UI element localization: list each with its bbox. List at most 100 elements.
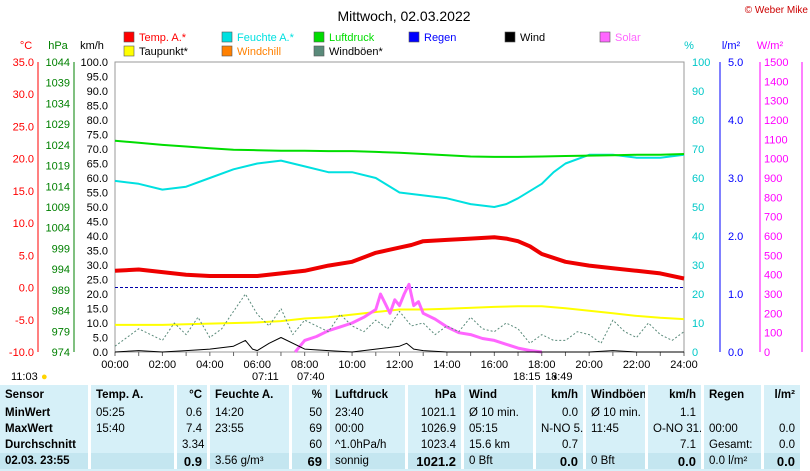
- tick-label-solar: 700: [764, 212, 782, 224]
- x-tick-label: 18:00: [528, 359, 556, 371]
- summary-cell: [761, 405, 800, 421]
- tick-label-solar: 600: [764, 231, 782, 243]
- summary-cell: 7.1: [645, 437, 701, 453]
- x-tick-label: 00:00: [101, 359, 129, 371]
- tick-label-hpa: 989: [52, 285, 70, 297]
- legend-swatch: [313, 45, 325, 57]
- tick-label-hpa: 1019: [46, 161, 70, 173]
- summary-cell: 0 Bft: [583, 453, 645, 469]
- summary-cell: 1021.1: [405, 405, 461, 421]
- tick-label-hpa: 974: [52, 347, 70, 359]
- tick-label-kmh: 60.0: [87, 173, 108, 185]
- sun-times-strip: 11:03 ● 07:11 07:40 18:15 ◐ 18:49: [0, 371, 810, 383]
- summary-panel: Sensor Temp. A. °C Feuchte A.% Luftdruck hPa W…: [0, 385, 800, 471]
- x-tick-label: 04:00: [196, 359, 224, 371]
- tick-label-kmh: 75.0: [87, 130, 108, 142]
- tick-label-solar: 900: [764, 173, 782, 185]
- dusk-time: 18:49: [545, 371, 573, 383]
- summary-cell: 60: [289, 437, 327, 453]
- summary-cell: Sensor: [5, 389, 44, 401]
- tick-label-kmh: 35.0: [87, 246, 108, 258]
- summary-cell: 23:55: [207, 421, 289, 437]
- tick-label-hpa: 1044: [46, 57, 70, 69]
- tick-label-rain: 3.0: [728, 173, 743, 185]
- chart-title: Mittwoch, 02.03.2022: [337, 8, 470, 24]
- summary-cell: Wind: [461, 385, 533, 405]
- summary-cell: Ø 10 min.: [461, 405, 533, 421]
- summary-cell: %: [289, 385, 327, 405]
- summary-cell: Gesamt:: [701, 437, 761, 453]
- summary-cell: 23:40: [327, 405, 405, 421]
- tick-label-temp: 15.0: [13, 186, 34, 198]
- legend-swatch: [408, 31, 420, 43]
- unit-label-pct: %: [684, 40, 694, 52]
- tick-label-pct: 20: [692, 289, 704, 301]
- tick-label-temp: 25.0: [13, 121, 34, 133]
- tick-label-temp: 0.0: [19, 283, 34, 295]
- summary-row: MaxWert 15:40 7.4 23:55 69 00:00 1026.9 05:15 N-…: [0, 421, 800, 437]
- tick-label-hpa: 1004: [46, 223, 70, 235]
- x-tick-label: 22:00: [623, 359, 651, 371]
- summary-cell: Temp. A.: [88, 385, 174, 405]
- x-tick-label: 20:00: [575, 359, 603, 371]
- tick-label-solar: 200: [764, 308, 782, 320]
- summary-row: Durchschnitt 3.34 60 ^1.0hPa/h 1023.4 15.6 km…: [0, 437, 800, 453]
- summary-cell: 0.9: [174, 453, 207, 469]
- tick-label-solar: 1500: [764, 57, 788, 69]
- tick-label-kmh: 70.0: [87, 144, 108, 156]
- legend-swatch: [123, 45, 135, 57]
- legend-label: Temp. A.*: [139, 32, 187, 44]
- tick-label-kmh: 45.0: [87, 217, 108, 229]
- series-line-1: [114, 153, 685, 208]
- dawn-time: 07:40: [297, 371, 325, 383]
- tick-label-rain: 0.0: [728, 347, 743, 359]
- summary-cell: 00:00: [327, 421, 405, 437]
- summary-table: Sensor Temp. A. °C Feuchte A.% Luftdruck hPa W…: [0, 385, 800, 469]
- summary-cell: 0.0: [761, 437, 800, 453]
- summary-cell: 05:15: [461, 421, 533, 437]
- tick-label-hpa: 999: [52, 243, 70, 255]
- tick-label-temp: 10.0: [13, 218, 34, 230]
- summary-cell: MinWert: [5, 407, 51, 419]
- x-tick-label: 24:00: [670, 359, 698, 371]
- summary-cell: sonnig: [327, 453, 405, 469]
- grid: [114, 61, 685, 356]
- summary-cell: 3.56 g/m³: [207, 453, 289, 469]
- summary-cell: 69: [289, 453, 327, 469]
- tick-label-rain: 1.0: [728, 289, 743, 301]
- tick-label-solar: 800: [764, 192, 782, 204]
- tick-label-kmh: 100.0: [80, 57, 108, 69]
- tick-label-kmh: 50.0: [87, 202, 108, 214]
- tick-label-pct: 30: [692, 260, 704, 272]
- summary-cell: 0.6: [174, 405, 207, 421]
- tick-label-temp: -5.0: [15, 315, 34, 327]
- x-tick-label: 08:00: [291, 359, 319, 371]
- summary-cell: l/m²: [761, 385, 800, 405]
- axis-units: °C hPa km/h% l/m² W/m²: [20, 40, 784, 52]
- weather-chart: Mittwoch, 02.03.2022 © Weber Mike Temp. …: [9, 5, 809, 371]
- tick-label-pct: 90: [692, 86, 704, 98]
- summary-cell: ^1.0hPa/h: [327, 437, 405, 453]
- tick-label-rain: 5.0: [728, 57, 743, 69]
- tick-label-pct: 80: [692, 115, 704, 127]
- summary-cell: Luftdruck: [327, 385, 405, 405]
- tick-label-hpa: 1039: [46, 78, 70, 90]
- unit-label-kmh: km/h: [80, 40, 104, 52]
- tick-label-temp: 35.0: [13, 57, 34, 69]
- tick-label-solar: 1300: [764, 96, 788, 108]
- tick-label-kmh: 95.0: [87, 72, 108, 84]
- sunrise-time: 07:11: [252, 371, 279, 383]
- tick-label-rain: 2.0: [728, 231, 743, 243]
- tick-label-kmh: 15.0: [87, 304, 108, 316]
- summary-cell: 7.4: [174, 421, 207, 437]
- summary-cell: 1026.9: [405, 421, 461, 437]
- tick-label-solar: 1400: [764, 76, 788, 88]
- summary-cell: 0.0: [761, 421, 800, 437]
- legend-swatch: [599, 31, 611, 43]
- legend: Temp. A.* Feuchte A.* Luftdruck Regen Wind So…: [123, 31, 641, 58]
- summary-cell: 0.7: [533, 437, 583, 453]
- summary-cell: 1023.4: [405, 437, 461, 453]
- tick-label-solar: 400: [764, 270, 782, 282]
- tick-label-temp: -10.0: [9, 347, 34, 359]
- summary-cell: 0.0: [645, 453, 701, 469]
